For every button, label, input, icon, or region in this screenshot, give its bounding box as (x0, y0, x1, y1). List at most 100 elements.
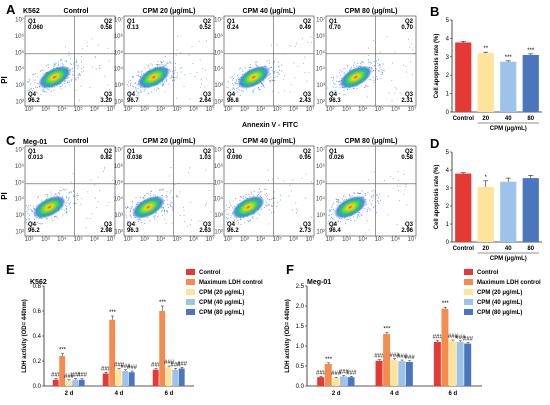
flow-event-dot (268, 209, 270, 211)
flow-event-dot (102, 170, 104, 172)
flow-q3-label: Q3 (405, 222, 414, 228)
flow-event-dot (387, 214, 389, 216)
flow-event-dot (129, 211, 131, 213)
flow-event-dot (381, 71, 383, 73)
flow-event-dot (66, 209, 68, 211)
flow-event-dot (206, 96, 208, 98)
flow-event-dot (137, 88, 139, 90)
y-tick-label: 0.0 (33, 384, 42, 390)
flow-event-dot (268, 78, 270, 80)
flow-event-dot (171, 222, 173, 224)
flow-density-cloud (38, 65, 72, 89)
flow-event-dot (126, 216, 128, 219)
flow-event-dot (41, 223, 43, 225)
flow-event-dot (235, 79, 237, 81)
flow-event-dot (162, 64, 164, 66)
legend-swatch (464, 269, 473, 275)
bar (375, 360, 383, 386)
flow-event-dot (260, 191, 262, 193)
flow-event-dot (204, 69, 206, 71)
flow-plot-title: CPM 20 (μg/mL) (143, 138, 196, 145)
flow-event-dot (80, 85, 82, 87)
flow-x-tick-label: 10² (224, 107, 233, 113)
significance-mark: *** (505, 55, 513, 61)
flow-event-dot (333, 218, 335, 220)
flow-event-dot (374, 171, 375, 173)
flow-event-dot (172, 209, 174, 211)
significance-mark: ### (101, 366, 112, 372)
flow-x-tick-label: 10⁵ (74, 236, 84, 243)
flow-event-dot (413, 52, 415, 54)
flow-event-dot (60, 85, 62, 87)
flow-event-dot (69, 197, 71, 199)
flow-event-dot (345, 218, 347, 220)
flow-event-dot (166, 61, 168, 63)
flow-event-dot (189, 73, 191, 75)
flow-event-dot (171, 79, 174, 81)
flow-event-dot (367, 209, 369, 211)
flow-q2-label: Q2 (203, 19, 212, 25)
flow-event-dot (77, 194, 79, 197)
flow-x-tick-label: 10⁶ (391, 106, 401, 113)
flow-event-dot (62, 195, 64, 197)
flow-x-tick-label: 10⁷ (206, 236, 215, 243)
flow-event-dot (65, 206, 67, 208)
flow-event-dot (371, 67, 373, 69)
significance-mark: * (485, 175, 488, 181)
flow-event-dot (160, 60, 162, 63)
flow-event-dot (170, 206, 172, 208)
flow-x-tick-label: 10⁶ (289, 106, 299, 113)
y-tick-label: 0.6 (33, 309, 42, 315)
flow-event-dot (91, 38, 93, 40)
flow-event-dot (276, 206, 277, 208)
flow-event-dot (161, 62, 163, 64)
bar (102, 373, 109, 386)
flow-q3-value: 2.64 (199, 98, 211, 104)
flow-q2-value: 0.95 (299, 155, 311, 161)
flow-event-dot (61, 84, 64, 86)
flow-event-dot (170, 166, 172, 168)
flow-event-dot (231, 89, 233, 91)
panel-a-y-axis-label: PI (0, 76, 9, 84)
flow-event-dot (103, 225, 105, 227)
flow-event-dot (30, 209, 32, 211)
flow-event-dot (198, 40, 200, 42)
y-axis-title: Cell apoptosis rate (%) (434, 165, 440, 230)
flow-event-dot (39, 70, 42, 72)
flow-event-dot (199, 59, 201, 61)
flow-event-dot (375, 68, 377, 70)
flow-event-dot (367, 207, 369, 209)
flow-event-dot (64, 209, 66, 212)
flow-event-dot (137, 91, 139, 93)
flow-event-dot (166, 79, 168, 81)
legend-swatch (186, 269, 195, 275)
flow-event-dot (59, 190, 61, 192)
flow-event-dot (137, 221, 139, 223)
flow-event-dot (344, 223, 346, 225)
flow-event-dot (188, 54, 190, 56)
flow-q4-value: 96.4 (329, 228, 341, 234)
flow-event-dot (168, 175, 170, 177)
flow-event-dot (186, 225, 188, 227)
flow-event-dot (271, 44, 272, 46)
flow-event-dot (163, 84, 165, 86)
flow-event-dot (327, 87, 329, 89)
flow-event-dot (279, 199, 281, 201)
flow-event-dot (273, 191, 275, 193)
flow-event-dot (77, 77, 79, 79)
flow-event-dot (391, 100, 393, 102)
flow-q4-label: Q4 (28, 92, 37, 98)
flow-event-dot (346, 65, 348, 67)
legend-label: Maximum LDH control (199, 280, 263, 286)
flow-density-cloud (231, 195, 265, 219)
flow-x-tick-label: 10⁷ (408, 236, 417, 243)
y-axis-title: LDH activity (OD= 440nm) (285, 299, 291, 373)
flow-event-dot (372, 194, 374, 196)
flow-event-dot (399, 200, 401, 202)
flow-event-dot (28, 205, 30, 207)
flow-event-dot (378, 197, 380, 199)
flow-y-tick-label: 10⁷ (114, 17, 123, 24)
significance-mark: *** (59, 348, 67, 354)
flow-x-tick-label: 10² (124, 237, 133, 243)
